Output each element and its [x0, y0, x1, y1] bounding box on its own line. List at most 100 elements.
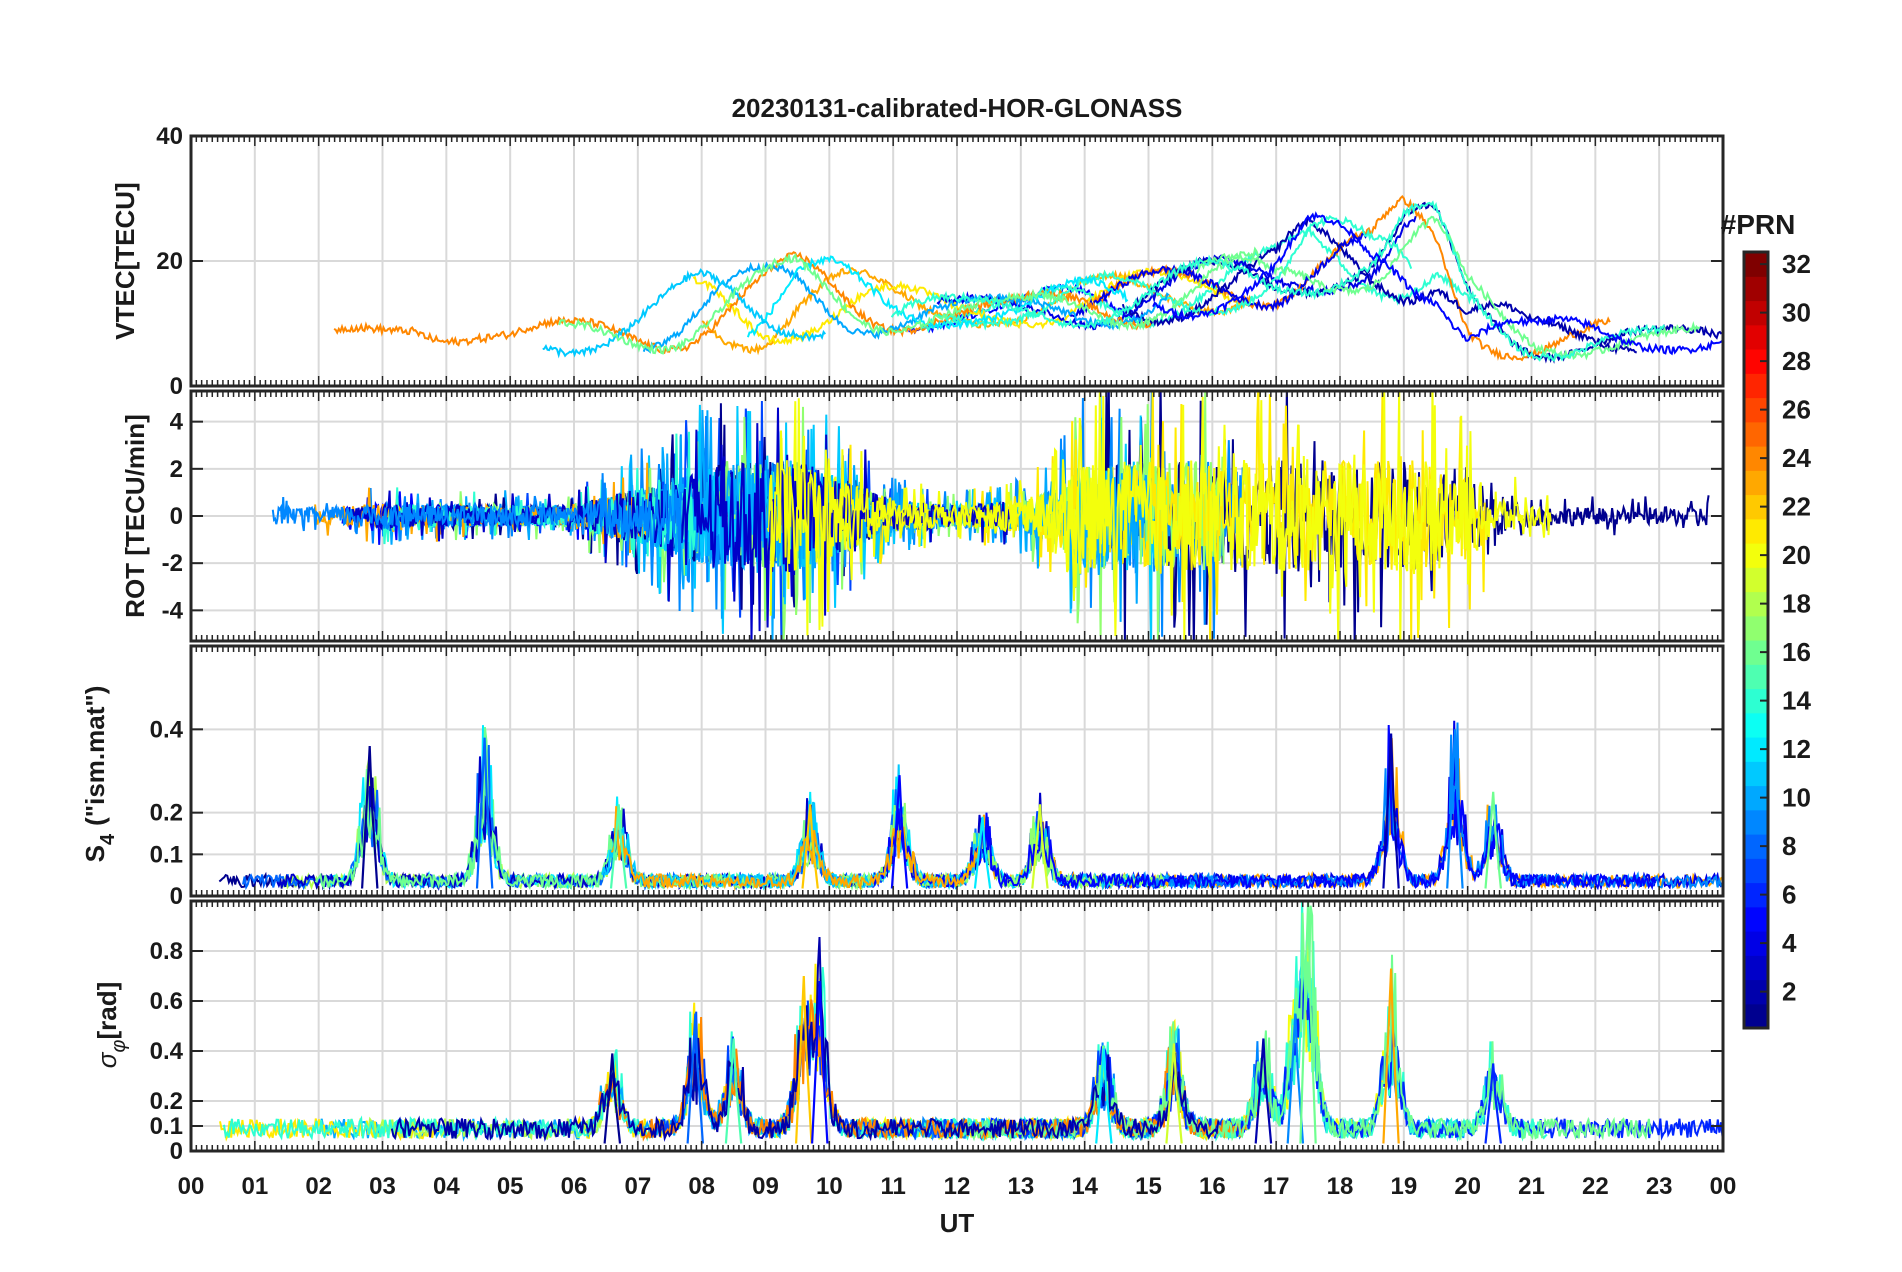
colorbar-segment: [1744, 470, 1768, 496]
prn-series-line: [918, 940, 1497, 1141]
x-tick-label: 07: [624, 1173, 651, 1200]
peak-mark: [1254, 1038, 1273, 1144]
y-tick-label: 0.4: [150, 1038, 184, 1065]
x-tick-label: 09: [752, 1173, 779, 1200]
y-tick-label: -2: [162, 550, 183, 577]
peak-mark: [1382, 733, 1400, 889]
prn-series-line: [271, 473, 683, 612]
peak-mark: [1382, 968, 1400, 1144]
colorbar-segment: [1744, 373, 1768, 399]
x-tick-label: 20: [1454, 1173, 1481, 1200]
series-group: [219, 901, 1723, 1144]
sigma-axis-label-symbol: σ: [92, 1051, 122, 1068]
peak-mark: [973, 816, 992, 889]
colorbar-segment: [1744, 421, 1768, 447]
sigma-axis-label: σφ[rad]: [92, 982, 130, 1069]
x-tick-label: 14: [1071, 1173, 1098, 1200]
colorbar-tick-label: 12: [1782, 734, 1811, 764]
colorbar-segment: [1744, 712, 1768, 738]
colorbar-segment: [1744, 761, 1768, 787]
x-tick-label: 01: [241, 1173, 268, 1200]
colorbar-segment: [1744, 276, 1768, 302]
sigma-axis-label-sub: φ: [108, 1040, 130, 1053]
prn-series-line: [276, 756, 1086, 892]
prn-series-line: [890, 200, 1665, 362]
prn-series-line: [1152, 211, 1723, 356]
colorbar-segment: [1744, 955, 1768, 981]
x-tick-label: 16: [1199, 1173, 1226, 1200]
colorbar-tick-label: 4: [1782, 928, 1797, 958]
peak-mark: [1299, 901, 1317, 1144]
prn-series-line: [769, 391, 1552, 641]
rot-panel: -4 -2 0 2 4: [162, 389, 1725, 643]
colorbar-label: #PRN: [1721, 209, 1796, 240]
y-tick-label: 40: [156, 123, 183, 150]
prn-series-line: [598, 999, 1252, 1142]
prn-series-line: [327, 725, 1057, 891]
peak-mark: [890, 775, 909, 889]
x-tick-label: 10: [816, 1173, 843, 1200]
peak-mark: [811, 980, 829, 1144]
prn-series-line: [1135, 722, 1723, 891]
chart-title: 20230131-calibrated-HOR-GLONASS: [732, 93, 1183, 123]
peak-mark: [361, 745, 379, 889]
prn-series-line: [542, 268, 826, 359]
colorbar-segment: [1744, 518, 1768, 544]
peak-mark: [724, 1038, 743, 1144]
peak-mark: [1484, 1063, 1502, 1144]
x-tick-label: 22: [1582, 1173, 1609, 1200]
colorbar-tick-label: 28: [1782, 346, 1811, 376]
y-tick-label: 4: [170, 409, 184, 436]
y-tick-label: 0.8: [150, 938, 183, 965]
peak-mark: [609, 804, 628, 889]
x-tick-label: 19: [1390, 1173, 1417, 1200]
colorbar-tick-label: 30: [1782, 298, 1811, 328]
colorbar-segment: [1744, 615, 1768, 641]
y-tick-label: 0: [170, 503, 183, 530]
colorbar-tick-label: 16: [1782, 637, 1811, 667]
y-tick-label: 0: [170, 883, 183, 910]
y-tick-label: 0.4: [150, 716, 184, 743]
x-tick-label: 00: [1710, 1173, 1737, 1200]
prn-series-line: [281, 759, 643, 891]
prn-series-line: [610, 806, 980, 891]
prn-series-line: [776, 787, 1235, 891]
peak-mark: [795, 975, 813, 1144]
s4-panel: 0 0.1 0.2 0.4: [150, 644, 1725, 910]
prn-series-line: [688, 764, 1216, 892]
s4-axis-label-suffix: ("ism.mat"): [80, 686, 110, 826]
y-tick-label: 0.1: [150, 841, 183, 868]
x-tick-label: 17: [1263, 1173, 1290, 1200]
series-group: [271, 391, 1710, 641]
colorbar-segment: [1744, 906, 1768, 932]
peak-mark: [1095, 1048, 1113, 1144]
colorbar-tick-label: 26: [1782, 395, 1811, 425]
colorbar-segment: [1744, 1003, 1768, 1029]
peak-mark: [1165, 1043, 1183, 1144]
s4-axis-label: S4 ("ism.mat"): [80, 686, 119, 863]
peak-mark: [1446, 729, 1464, 889]
peak-mark: [801, 804, 819, 889]
x-tick-label: 08: [688, 1173, 715, 1200]
peak-mark: [603, 1053, 622, 1144]
colorbar-tick-label: 2: [1782, 977, 1796, 1007]
y-tick-label: 0.2: [150, 1088, 183, 1115]
y-tick-label: 2: [170, 456, 183, 483]
vtec-panel: 0 20 40: [156, 123, 1725, 400]
prn-series-line: [872, 724, 1657, 891]
colorbar-frame: [1742, 250, 1770, 1030]
x-tick-label: 21: [1518, 1173, 1545, 1200]
series-group: [333, 195, 1723, 364]
colorbar-segment: [1744, 324, 1768, 350]
peak-mark: [1484, 791, 1502, 889]
prn-series-line: [558, 246, 1261, 355]
prn-series-line: [936, 214, 1413, 331]
prn-series-line: [746, 255, 1129, 338]
colorbar-tick-label: 32: [1782, 249, 1811, 279]
x-tick-label: 13: [1007, 1173, 1034, 1200]
peak-mark: [1031, 804, 1049, 889]
peak-mark: [686, 1013, 704, 1144]
peak-mark: [1286, 1013, 1305, 1144]
x-tick-label: 04: [433, 1173, 460, 1200]
y-tick-label: 0: [170, 373, 183, 400]
